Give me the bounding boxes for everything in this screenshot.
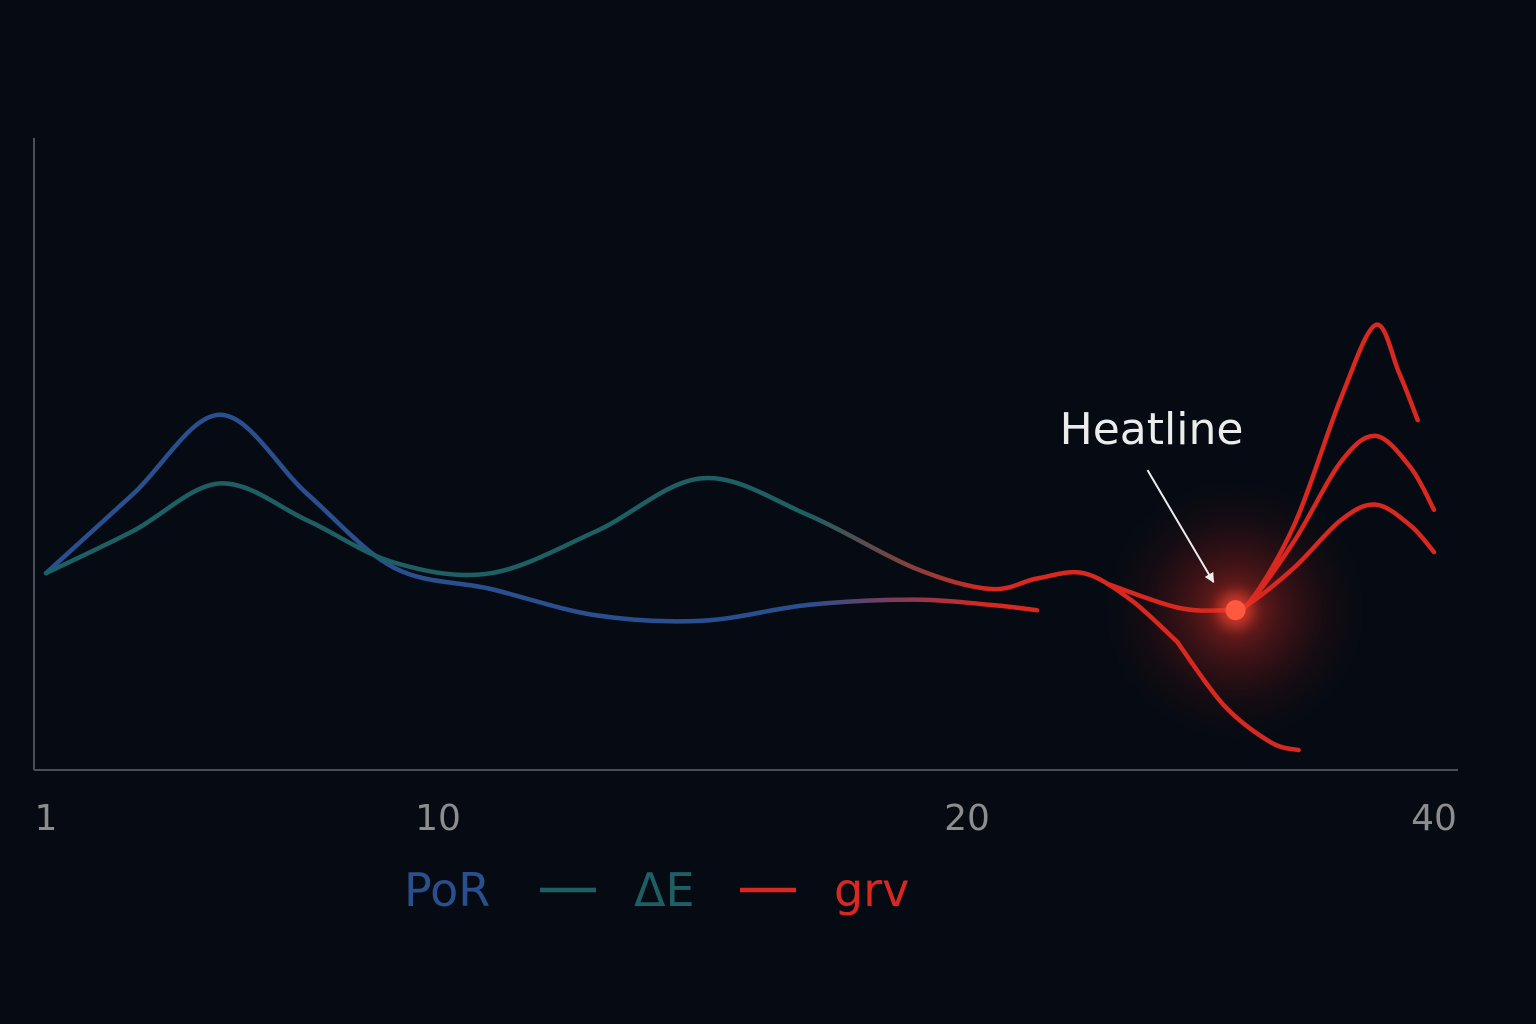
series-line-grv-2 bbox=[1174, 639, 1301, 753]
legend-label-1: ΔE bbox=[634, 863, 695, 917]
legend-label-2: grv bbox=[834, 863, 909, 917]
series-line-grv-3 bbox=[1104, 322, 1420, 615]
heatline-dot bbox=[1225, 600, 1246, 621]
series-line-por-0 bbox=[43, 412, 1040, 624]
legend: PoR ΔE grv bbox=[404, 863, 909, 917]
annotation-layer: Heatline bbox=[1060, 404, 1254, 629]
heatline-arrow bbox=[1146, 469, 1215, 584]
x-tick-label-20: 20 bbox=[944, 798, 990, 839]
x-tick-labels: 1 10 20 40 bbox=[35, 798, 1457, 839]
series-line-e-1 bbox=[43, 475, 1180, 645]
legend-label-0: PoR bbox=[404, 863, 490, 917]
x-tick-label-1: 1 bbox=[35, 798, 58, 839]
x-tick-label-40: 40 bbox=[1411, 798, 1457, 839]
heatline-label: Heatline bbox=[1060, 404, 1244, 455]
x-tick-label-10: 10 bbox=[415, 798, 461, 839]
